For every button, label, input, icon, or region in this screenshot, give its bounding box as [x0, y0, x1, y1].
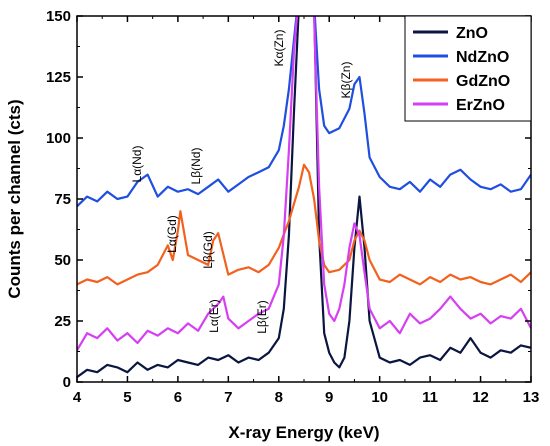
- y-tick-label: 125: [46, 69, 71, 86]
- x-tick-label: 12: [472, 389, 489, 406]
- x-axis-label: X-ray Energy (keV): [228, 423, 379, 442]
- axis-layer: 4 5 6 7 8 9 10 11 12 13 0 25 50 75 100 125 150: [46, 8, 539, 406]
- peak-annotation: Kβ(Zn): [339, 62, 353, 99]
- legend-label-zno: ZnO: [456, 25, 488, 42]
- y-tick-label: 50: [54, 252, 71, 269]
- series-line-gdzno: [77, 163, 531, 286]
- series-line-zno: [77, 16, 531, 378]
- y-tick-label: 25: [54, 313, 71, 330]
- x-tick-label: 8: [275, 389, 283, 406]
- x-tick-label: 11: [422, 389, 438, 406]
- x-tick-label: 7: [224, 389, 232, 406]
- annotation-layer: Kα(Zn) Kβ(Zn) Lα(Nd) Lβ(Nd) Lα(Gd) Lβ(Gd) Lα(E…: [130, 30, 353, 334]
- peak-annotation: Lα(Gd): [165, 215, 179, 253]
- peak-annotation: Lα(Er): [207, 299, 221, 333]
- x-tick-label: 9: [325, 389, 333, 406]
- legend-label-ndzno: NdZnO: [456, 49, 509, 66]
- x-tick-label: 13: [523, 389, 540, 406]
- x-tick-label: 6: [174, 389, 182, 406]
- peak-annotation: Lβ(Er): [255, 300, 269, 334]
- x-tick-label: 10: [371, 389, 388, 406]
- peak-annotation: Lα(Nd): [130, 146, 144, 183]
- peak-annotation: Lβ(Nd): [189, 148, 203, 185]
- y-tick-label: 150: [46, 8, 71, 25]
- legend: ZnO NdZnO GdZnO ErZnO: [404, 15, 532, 122]
- peak-annotation: Lβ(Gd): [201, 231, 215, 269]
- series-line-erzno: [77, 16, 531, 351]
- y-axis-label: Counts per channel (cts): [5, 99, 24, 298]
- y-tick-label: 0: [63, 374, 71, 391]
- y-tick-label: 75: [54, 191, 71, 208]
- y-tick-label: 100: [46, 130, 71, 147]
- peak-annotation: Kα(Zn): [272, 30, 286, 67]
- series-line-ndzno: [77, 16, 531, 208]
- x-tick-label: 4: [73, 389, 82, 406]
- series-layer: [77, 16, 531, 378]
- legend-label-erzno: ErZnO: [456, 97, 505, 114]
- x-tick-label: 5: [123, 389, 131, 406]
- legend-label-gdzno: GdZnO: [456, 73, 510, 90]
